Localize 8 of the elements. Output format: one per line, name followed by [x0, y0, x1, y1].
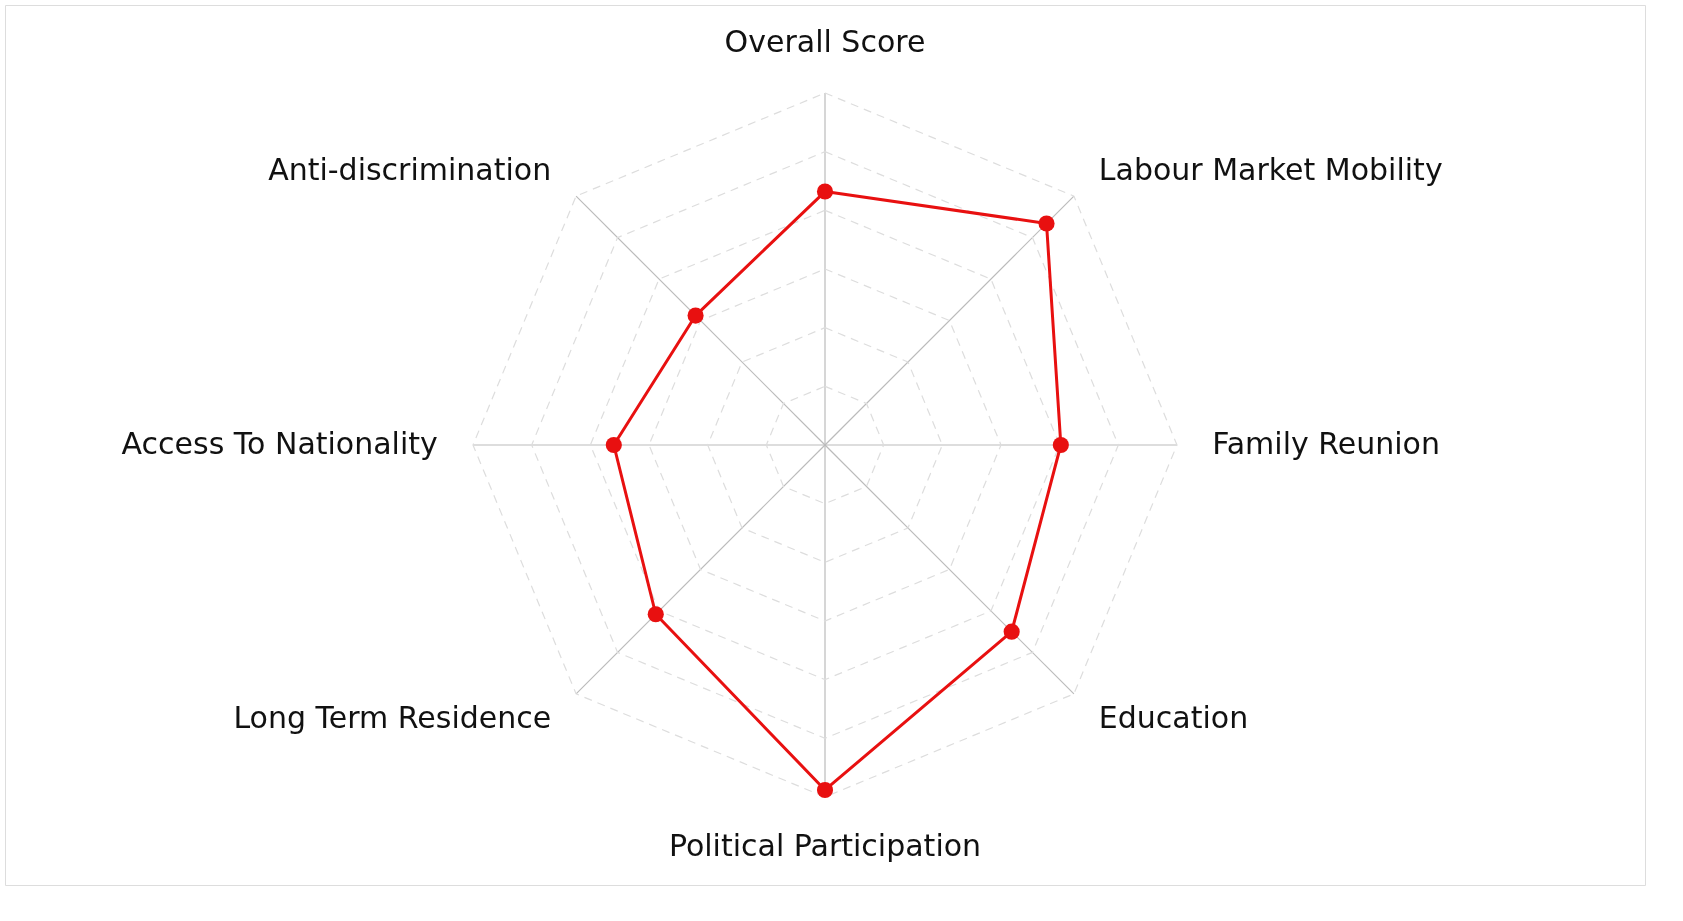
spoke-label: Anti-discrimination — [268, 152, 552, 188]
spoke-label: Family Reunion — [1212, 426, 1440, 461]
spoke-label: Access To Nationality — [121, 426, 438, 461]
spoke-label: Long Term Residence — [233, 699, 552, 735]
spoke-label: Overall Score — [724, 23, 926, 59]
spoke-label: Education — [1098, 699, 1249, 735]
spoke-label: Political Participation — [668, 828, 982, 864]
spoke-label: Labour Market Mobility — [1098, 152, 1443, 188]
